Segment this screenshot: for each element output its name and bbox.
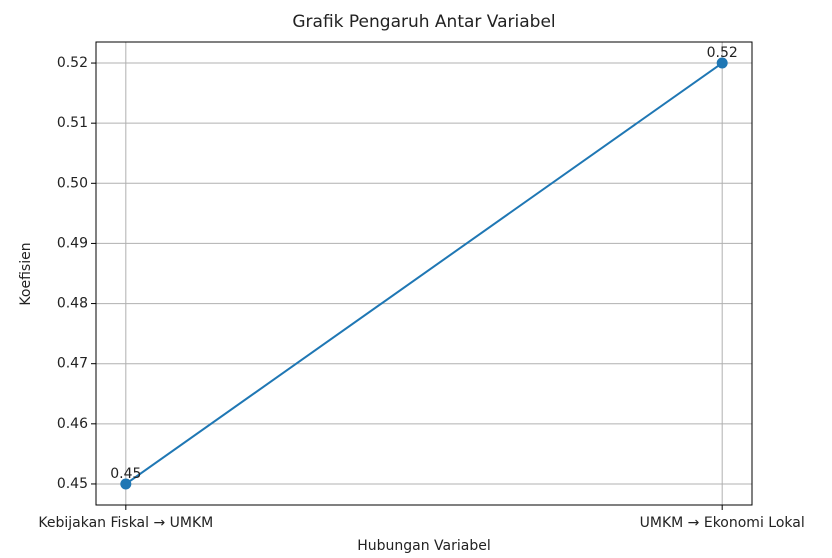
plot-frame (95, 41, 753, 506)
x-tick-label: UMKM → Ekonomi Lokal (640, 515, 805, 531)
data-label: 0.45 (110, 466, 141, 482)
data-point (120, 478, 132, 490)
y-tick-label: 0.47 (57, 356, 88, 372)
data-label: 0.52 (707, 45, 738, 61)
x-axis-label: Hubungan Variabel (357, 538, 491, 554)
y-tick-label: 0.46 (57, 416, 88, 432)
y-axis-label: Koefisien (18, 242, 34, 305)
x-tick-label: Kebijakan Fiskal → UMKM (38, 515, 213, 531)
y-tick-label: 0.45 (57, 476, 88, 492)
y-tick-label: 0.48 (57, 296, 88, 312)
data-line (125, 62, 723, 485)
y-tick-label: 0.52 (57, 55, 88, 71)
y-tick-label: 0.50 (57, 175, 88, 191)
y-tick-label: 0.49 (57, 235, 88, 251)
y-tick-label: 0.51 (57, 115, 88, 131)
chart-title: Grafik Pengaruh Antar Variabel (292, 12, 555, 32)
data-point (716, 57, 728, 69)
